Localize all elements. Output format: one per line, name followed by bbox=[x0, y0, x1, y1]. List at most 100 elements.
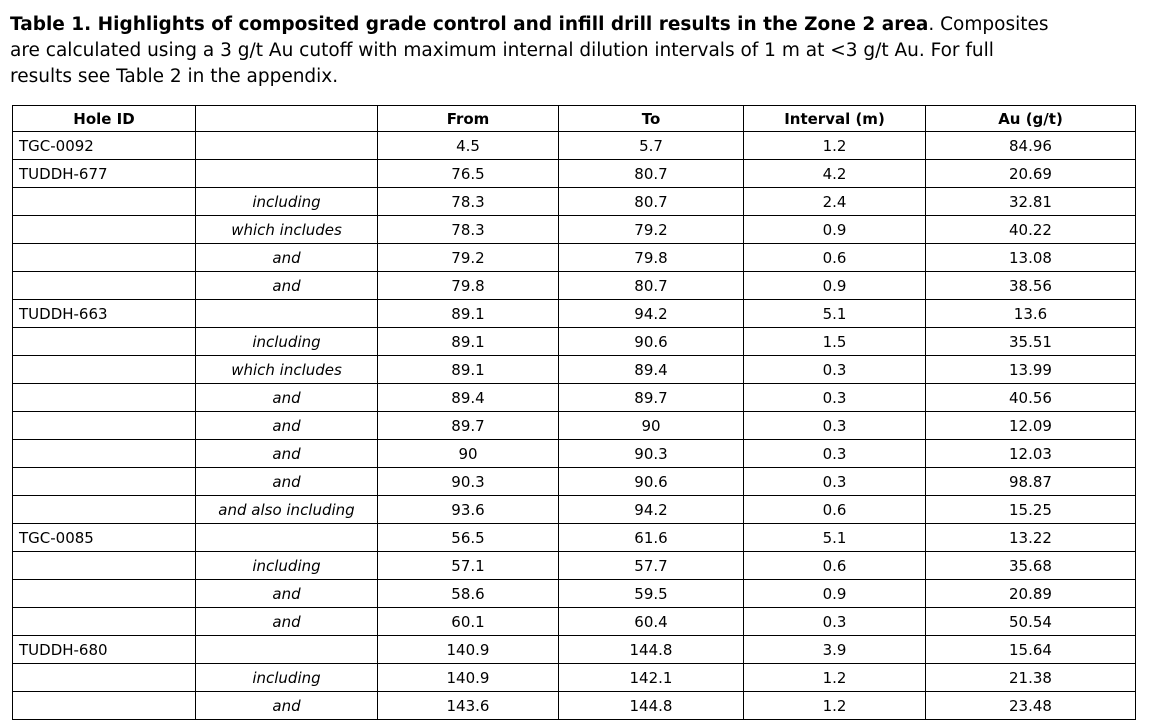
cell-au: 13.08 bbox=[925, 243, 1136, 272]
cell-au: 84.96 bbox=[925, 131, 1136, 160]
cell-hole-id bbox=[12, 439, 196, 468]
cell-from: 143.6 bbox=[377, 691, 559, 720]
table-row: TGC-0085 56.5 61.6 5.1 13.22 bbox=[12, 523, 1136, 552]
column-header-interval: Interval (m) bbox=[743, 105, 926, 132]
cell-interval: 1.2 bbox=[743, 131, 926, 160]
table-row: which includes 78.3 79.2 0.9 40.22 bbox=[12, 215, 1136, 244]
cell-from: 79.2 bbox=[377, 243, 559, 272]
cell-from: 89.4 bbox=[377, 383, 559, 412]
cell-to: 144.8 bbox=[558, 635, 744, 664]
cell-qualifier bbox=[195, 635, 378, 664]
cell-interval: 0.6 bbox=[743, 243, 926, 272]
cell-au: 35.68 bbox=[925, 551, 1136, 580]
caption-title-rest: . Composites bbox=[928, 14, 1049, 35]
cell-qualifier: and bbox=[195, 411, 378, 440]
caption-line-1: Table 1. Highlights of composited grade … bbox=[10, 12, 1139, 38]
cell-qualifier bbox=[195, 131, 378, 160]
cell-hole-id bbox=[12, 215, 196, 244]
cell-interval: 1.2 bbox=[743, 691, 926, 720]
cell-hole-id bbox=[12, 579, 196, 608]
cell-interval: 0.3 bbox=[743, 439, 926, 468]
cell-interval: 0.9 bbox=[743, 215, 926, 244]
cell-interval: 5.1 bbox=[743, 523, 926, 552]
table-row: and 89.4 89.7 0.3 40.56 bbox=[12, 383, 1136, 412]
cell-from: 60.1 bbox=[377, 607, 559, 636]
column-header-from: From bbox=[377, 105, 559, 132]
cell-to: 61.6 bbox=[558, 523, 744, 552]
cell-hole-id bbox=[12, 411, 196, 440]
cell-qualifier: which includes bbox=[195, 215, 378, 244]
cell-qualifier: and bbox=[195, 607, 378, 636]
cell-hole-id bbox=[12, 663, 196, 692]
cell-au: 13.6 bbox=[925, 299, 1136, 328]
cell-to: 80.7 bbox=[558, 271, 744, 300]
table-row: TUDDH-680 140.9 144.8 3.9 15.64 bbox=[12, 635, 1136, 664]
cell-to: 5.7 bbox=[558, 131, 744, 160]
cell-qualifier: and bbox=[195, 271, 378, 300]
cell-hole-id bbox=[12, 495, 196, 524]
cell-hole-id bbox=[12, 327, 196, 356]
cell-to: 94.2 bbox=[558, 495, 744, 524]
table-row: and 60.1 60.4 0.3 50.54 bbox=[12, 607, 1136, 636]
cell-from: 89.1 bbox=[377, 327, 559, 356]
cell-qualifier: including bbox=[195, 663, 378, 692]
cell-qualifier: including bbox=[195, 551, 378, 580]
cell-au: 12.09 bbox=[925, 411, 1136, 440]
table-row: TGC-0092 4.5 5.7 1.2 84.96 bbox=[12, 131, 1136, 160]
table-row: including 89.1 90.6 1.5 35.51 bbox=[12, 327, 1136, 356]
cell-from: 4.5 bbox=[377, 131, 559, 160]
cell-from: 89.1 bbox=[377, 355, 559, 384]
cell-qualifier bbox=[195, 159, 378, 188]
column-header-au: Au (g/t) bbox=[925, 105, 1136, 132]
cell-au: 98.87 bbox=[925, 467, 1136, 496]
cell-au: 38.56 bbox=[925, 271, 1136, 300]
cell-au: 15.25 bbox=[925, 495, 1136, 524]
cell-interval: 5.1 bbox=[743, 299, 926, 328]
cell-interval: 0.3 bbox=[743, 383, 926, 412]
cell-hole-id bbox=[12, 467, 196, 496]
table-row: and also including 93.6 94.2 0.6 15.25 bbox=[12, 495, 1136, 524]
cell-hole-id: TUDDH-680 bbox=[12, 635, 196, 664]
cell-interval: 4.2 bbox=[743, 159, 926, 188]
cell-from: 140.9 bbox=[377, 635, 559, 664]
table-row: and 90 90.3 0.3 12.03 bbox=[12, 439, 1136, 468]
table-row: and 79.8 80.7 0.9 38.56 bbox=[12, 271, 1136, 300]
results-table: Hole ID From To Interval (m) Au (g/t) TG… bbox=[12, 105, 1136, 720]
cell-interval: 0.9 bbox=[743, 579, 926, 608]
cell-from: 57.1 bbox=[377, 551, 559, 580]
table-row: TUDDH-677 76.5 80.7 4.2 20.69 bbox=[12, 159, 1136, 188]
cell-au: 15.64 bbox=[925, 635, 1136, 664]
table-row: and 90.3 90.6 0.3 98.87 bbox=[12, 467, 1136, 496]
cell-qualifier bbox=[195, 299, 378, 328]
cell-au: 13.22 bbox=[925, 523, 1136, 552]
cell-hole-id: TGC-0092 bbox=[12, 131, 196, 160]
cell-to: 90.6 bbox=[558, 327, 744, 356]
cell-interval: 0.6 bbox=[743, 551, 926, 580]
cell-from: 56.5 bbox=[377, 523, 559, 552]
table-row: including 140.9 142.1 1.2 21.38 bbox=[12, 663, 1136, 692]
table-row: and 58.6 59.5 0.9 20.89 bbox=[12, 579, 1136, 608]
cell-interval: 0.3 bbox=[743, 411, 926, 440]
cell-qualifier: which includes bbox=[195, 355, 378, 384]
cell-hole-id bbox=[12, 355, 196, 384]
cell-qualifier: and bbox=[195, 243, 378, 272]
cell-hole-id: TUDDH-677 bbox=[12, 159, 196, 188]
table-row: and 89.7 90 0.3 12.09 bbox=[12, 411, 1136, 440]
cell-qualifier: and bbox=[195, 383, 378, 412]
table-row: including 57.1 57.7 0.6 35.68 bbox=[12, 551, 1136, 580]
cell-qualifier: and bbox=[195, 439, 378, 468]
cell-au: 12.03 bbox=[925, 439, 1136, 468]
cell-to: 144.8 bbox=[558, 691, 744, 720]
cell-hole-id: TGC-0085 bbox=[12, 523, 196, 552]
cell-au: 35.51 bbox=[925, 327, 1136, 356]
cell-qualifier: including bbox=[195, 187, 378, 216]
results-table-header: Hole ID From To Interval (m) Au (g/t) bbox=[12, 105, 1136, 132]
cell-to: 142.1 bbox=[558, 663, 744, 692]
cell-au: 20.89 bbox=[925, 579, 1136, 608]
cell-from: 90.3 bbox=[377, 467, 559, 496]
cell-au: 21.38 bbox=[925, 663, 1136, 692]
cell-to: 57.7 bbox=[558, 551, 744, 580]
caption-title-bold: Table 1. Highlights of composited grade … bbox=[10, 14, 929, 35]
cell-interval: 0.3 bbox=[743, 355, 926, 384]
cell-interval: 0.3 bbox=[743, 467, 926, 496]
